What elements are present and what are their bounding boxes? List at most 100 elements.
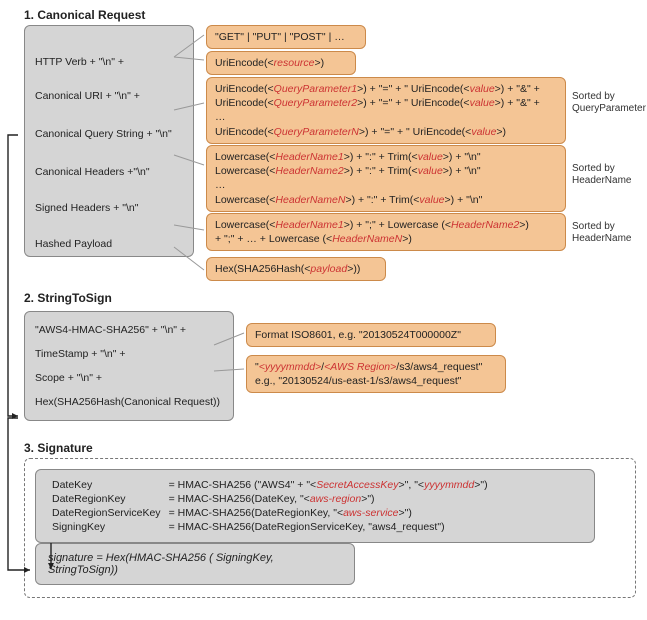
t: Lowercase(< [215,194,275,206]
t: UriEncode(< [215,97,274,109]
t: value [471,126,496,138]
t: QueryParameterN [274,126,359,138]
t: >) [402,233,412,245]
t: UriEncode(< [215,57,274,69]
t: >) + "&" + [495,83,540,95]
t: e.g., "20130524/us-east-1/s3/aws4_reques… [255,374,497,388]
t: >) + "=" + " UriEncode(< [357,97,469,109]
sec3-container: DateKey = HMAC-SHA256 ("AWS4" + "<Secret… [24,458,636,598]
t: >) [519,219,529,231]
t: … [215,178,557,192]
t: = HMAC-SHA256 ("AWS4" + "< [169,479,317,491]
t: Lowercase(< [215,165,275,177]
t: QueryParameter2 [274,97,357,109]
sts-l1: "AWS4-HMAC-SHA256" + "\n" + [35,320,223,340]
t: <AWS Region> [324,361,396,373]
t: >)) [347,263,360,275]
t: >) + "\n" [443,165,481,177]
t: value [418,165,443,177]
t: HeaderName2 [451,219,519,231]
drsk-val: = HMAC-SHA256(DateRegionKey, "<aws-servi… [165,506,492,520]
label-uri: Canonical URI + "\n" + [35,86,183,106]
t: resource [274,57,315,69]
sig-table: DateKey = HMAC-SHA256 ("AWS4" + "<Secret… [48,478,492,534]
sts-l3: Scope + "\n" + [35,368,223,388]
t: aws-region [310,493,361,505]
t: = HMAC-SHA256(DateRegionKey, "< [169,507,344,519]
t: >) + "&" + [495,97,540,109]
bubble-sheaders: Lowercase(<HeaderName1>) + ";" + Lowerca… [206,213,566,251]
note-query: Sorted by QueryParameter [572,91,642,115]
sig-keys-box: DateKey = HMAC-SHA256 ("AWS4" + "<Secret… [35,469,595,543]
sec1-panel: HTTP Verb + "\n" + Canonical URI + "\n" … [24,25,194,257]
t: value [419,194,444,206]
label-cheaders: Canonical Headers +"\n" [35,162,183,182]
t: UriEncode(< [215,83,274,95]
t: HeaderName1 [275,219,343,231]
t: HeaderName1 [275,151,343,163]
t: aws-service [343,507,398,519]
t: >") [399,507,412,519]
sec1-title: 1. Canonical Request [24,8,641,22]
label-hashed: Hashed Payload [35,234,183,254]
t: HeaderName2 [275,165,343,177]
final-lhs: signature [48,552,93,564]
bubble-scope: "<yyyymmdd>/<AWS Region>/s3/aws4_request… [246,355,506,393]
note-headers2: Sorted by HeaderName [572,221,642,245]
t: >) + "\n" [445,194,483,206]
t: >") [361,493,374,505]
t: payload [310,263,347,275]
sec3-title: 3. Signature [24,441,641,455]
t: Lowercase(< [215,219,275,231]
sts-l4: Hex(SHA256Hash(Canonical Request)) [35,392,223,412]
t: = HMAC-SHA256(DateKey, "< [169,493,310,505]
t: … [215,110,557,124]
t: HeaderNameN [332,233,402,245]
bubble-cheaders: Lowercase(<HeaderName1>) + ":" + Trim(<v… [206,145,566,212]
t: >) [496,126,506,138]
t: Hex(SHA256Hash(< [215,263,310,275]
t: >) + ";" + Lowercase (< [344,219,451,231]
t: yyyymmdd [424,479,474,491]
t: /s3/aws4_request" [396,361,482,373]
sk-key: SigningKey [48,520,165,534]
bubble-query: UriEncode(<QueryParameter1>) + "=" + " U… [206,77,566,144]
label-verb: HTTP Verb + "\n" + [35,52,183,72]
label-sheaders: Signed Headers + "\n" [35,198,183,218]
sts-l2: TimeStamp + "\n" + [35,344,223,364]
sk-val: = HMAC-SHA256(DateRegionServiceKey, "aws… [165,520,492,534]
t: >", "< [399,479,425,491]
sec2-title: 2. StringToSign [24,291,641,305]
t: >) + "\n" [443,151,481,163]
drsk-key: DateRegionServiceKey [48,506,165,520]
t: value [470,83,495,95]
bubble-hash: Hex(SHA256Hash(<payload>)) [206,257,386,281]
dk-key: DateKey [48,478,165,492]
t: Lowercase(< [215,151,275,163]
sec2-panel: "AWS4-HMAC-SHA256" + "\n" + TimeStamp + … [24,311,234,421]
t: >) + ":" + Trim(< [344,165,418,177]
sig-final-box: signature = Hex(HMAC-SHA256 ( SigningKey… [35,543,355,585]
t: value [470,97,495,109]
bubble-verb: "GET" | "PUT" | "POST" | … [206,25,366,49]
sec1-container: HTTP Verb + "\n" + Canonical URI + "\n" … [24,25,636,285]
t: + ";" + … + Lowercase (< [215,233,332,245]
t: >") [474,479,487,491]
label-query: Canonical Query String + "\n" [35,124,183,144]
bubble-ts: Format ISO8601, e.g. "20130524T000000Z" [246,323,496,347]
t: UriEncode(< [215,126,274,138]
sec2-container: "AWS4-HMAC-SHA256" + "\n" + TimeStamp + … [24,311,636,439]
drk-key: DateRegionKey [48,492,165,506]
note-headers1: Sorted by HeaderName [572,163,642,187]
t: >) + ":" + Trim(< [345,194,419,206]
t: QueryParameter1 [274,83,357,95]
t: >) + "=" + " UriEncode(< [359,126,471,138]
t: SecretAccessKey [316,479,398,491]
t: value [418,151,443,163]
t: HeaderNameN [275,194,345,206]
dk-val: = HMAC-SHA256 ("AWS4" + "<SecretAccessKe… [165,478,492,492]
t: <yyyymmdd> [259,361,321,373]
drk-val: = HMAC-SHA256(DateKey, "<aws-region>") [165,492,492,506]
t: >) [315,57,325,69]
t: >) + "=" + " UriEncode(< [357,83,469,95]
